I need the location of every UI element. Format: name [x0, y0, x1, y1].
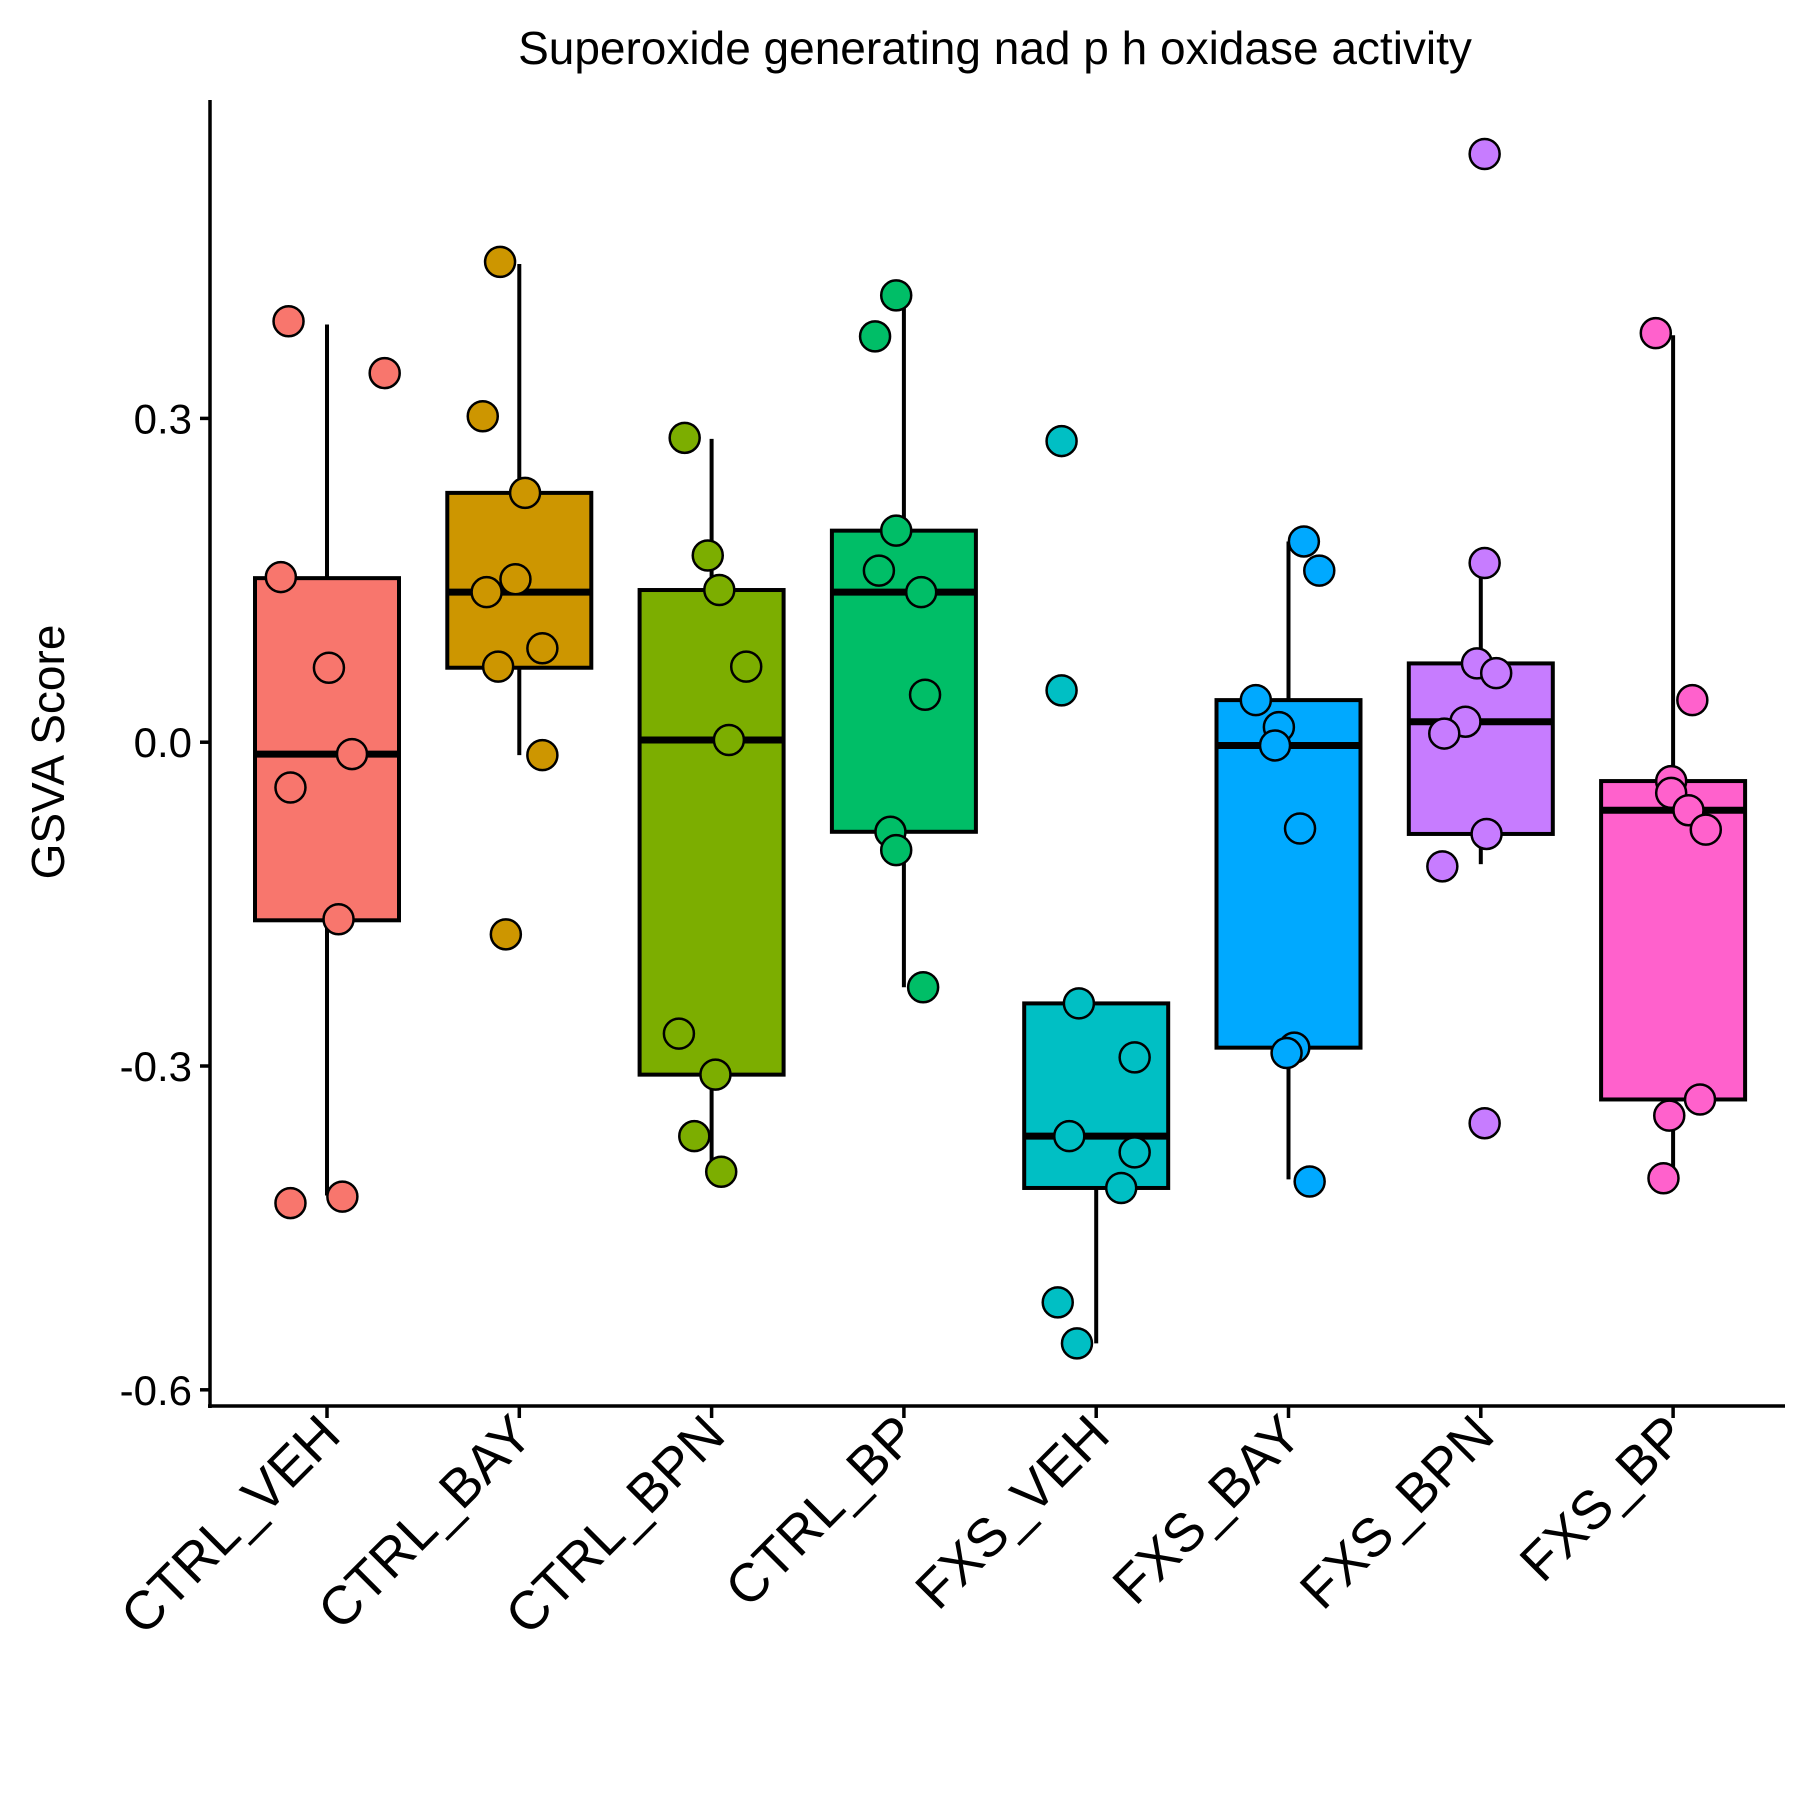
data-point: [1118, 1041, 1151, 1074]
group-ctrl-bpn: [637, 421, 786, 1189]
data-point: [274, 1186, 307, 1220]
data-point: [1118, 1136, 1151, 1169]
data-point: [691, 539, 725, 572]
group-ctrl-bay: [445, 245, 594, 951]
group-fxs-bp: [1599, 316, 1748, 1195]
data-point: [1258, 729, 1292, 762]
y-tick-label: -0.6: [120, 1367, 192, 1414]
data-point: [703, 573, 736, 607]
box: [829, 528, 978, 834]
data-point: [481, 650, 515, 683]
data-point: [729, 650, 763, 683]
box: [1406, 661, 1555, 836]
data-point: [906, 970, 940, 1004]
data-point: [483, 245, 517, 279]
data-point: [1283, 812, 1317, 845]
x-tick-label: CTRL_VEH: [110, 1404, 352, 1646]
data-point: [1653, 1099, 1686, 1132]
group-fxs-bpn: [1406, 137, 1555, 1140]
data-point: [1468, 1106, 1501, 1140]
data-point: [1053, 1119, 1086, 1153]
data-point: [1689, 813, 1723, 846]
data-point: [879, 279, 913, 312]
data-point: [335, 737, 369, 771]
y-tick-label: -0.3: [120, 1043, 192, 1090]
x-tick-label: FXS_BAY: [1101, 1404, 1313, 1616]
group-fxs-bay: [1214, 525, 1363, 1198]
data-point: [1303, 554, 1336, 587]
data-point: [1045, 424, 1078, 458]
data-point: [678, 1119, 711, 1153]
data-point: [508, 476, 542, 510]
plot-area: [253, 137, 1748, 1360]
group-fxs-veh: [1022, 424, 1171, 1360]
group-ctrl-bp: [829, 279, 978, 1004]
data-point: [274, 771, 307, 804]
data-point: [879, 514, 913, 547]
data-point: [662, 1017, 696, 1050]
data-point: [466, 399, 500, 433]
data-point: [1293, 1165, 1326, 1198]
data-point: [1428, 717, 1461, 750]
chart-title: Superoxide generating nad p h oxidase ac…: [518, 22, 1472, 74]
data-point: [712, 723, 746, 757]
data-point: [1270, 1036, 1303, 1070]
data-point: [526, 738, 559, 772]
data-point: [272, 305, 305, 338]
data-point: [1470, 817, 1503, 851]
data-point: [1647, 1162, 1680, 1195]
y-tick-label: 0.0: [134, 719, 192, 766]
data-point: [908, 678, 942, 711]
data-point: [1479, 656, 1513, 690]
group-ctrl-veh: [253, 305, 401, 1220]
data-point: [1239, 683, 1273, 717]
data-point: [526, 632, 559, 665]
data-point: [704, 1155, 738, 1189]
data-point: [470, 575, 503, 609]
x-tick-label: FXS_VEH: [904, 1404, 1120, 1620]
data-point: [1426, 850, 1459, 883]
data-point: [312, 651, 346, 684]
data-point: [1639, 316, 1673, 350]
y-tick-label: 0.3: [134, 395, 192, 442]
data-point: [1683, 1083, 1717, 1116]
x-tick-label: FXS_BP: [1509, 1404, 1698, 1593]
data-point: [1676, 683, 1709, 717]
box: [1599, 779, 1748, 1102]
y-axis-label: GSVA Score: [22, 625, 74, 880]
data-point: [862, 554, 896, 587]
data-point: [699, 1058, 732, 1091]
data-point: [1045, 674, 1078, 707]
box: [1214, 698, 1363, 1050]
box: [637, 588, 786, 1077]
data-point: [1287, 525, 1321, 558]
data-point: [904, 575, 938, 609]
box: [253, 576, 401, 923]
x-tick-label: CTRL_BP: [714, 1404, 928, 1618]
data-point: [326, 1180, 359, 1213]
data-point: [1468, 546, 1501, 580]
data-point: [1468, 137, 1501, 171]
x-tick-label: FXS_BPN: [1289, 1404, 1505, 1620]
data-point: [858, 320, 892, 353]
data-point: [1062, 987, 1096, 1020]
data-point: [489, 918, 523, 951]
data-point: [1104, 1171, 1138, 1205]
data-point: [322, 902, 355, 936]
data-point: [499, 562, 532, 596]
data-point: [1060, 1327, 1094, 1360]
data-point: [668, 421, 701, 455]
data-point: [368, 356, 401, 390]
data-point: [264, 560, 298, 594]
data-point: [879, 833, 913, 867]
data-point: [1041, 1286, 1074, 1319]
